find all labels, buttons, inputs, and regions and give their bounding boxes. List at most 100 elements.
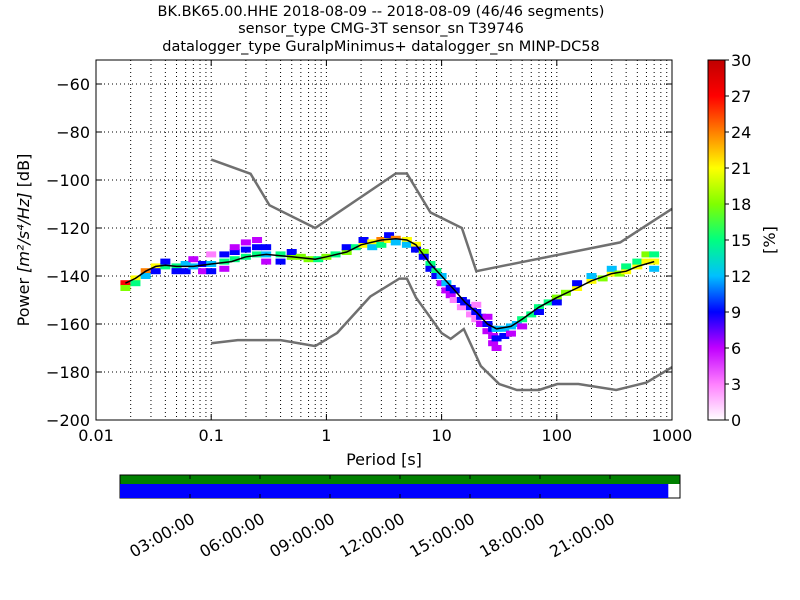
- psd-cell: [341, 244, 352, 251]
- psd-cell: [180, 261, 191, 267]
- psd-cell: [649, 251, 660, 258]
- psd-cell: [376, 241, 387, 248]
- x-axis-ticks: 0.01 0.1 1 10 100 1000: [78, 60, 692, 445]
- new-high-noise-model: [210, 158, 673, 273]
- psd-cell: [261, 258, 272, 265]
- noise-models: [210, 158, 673, 392]
- timeline-tick-label: 09:00:00: [266, 509, 338, 561]
- y-axis-label: Power [m²/s⁴/Hz] [dB]: [14, 154, 33, 327]
- timeline-tick-label: 06:00:00: [196, 509, 268, 561]
- colorbar-tick-label: 24: [731, 123, 751, 142]
- psd-cell: [390, 239, 401, 246]
- colorbar-ticks: 0 3 6 9 12 15 18 21 24 27 30: [725, 51, 751, 430]
- psd-cell: [425, 265, 436, 272]
- psd-cell: [240, 246, 251, 253]
- psd-cell: [466, 311, 477, 318]
- psd-cell: [641, 251, 652, 258]
- psd-cell: [358, 237, 369, 243]
- title-line-1: BK.BK65.00.HHE 2018-08-09 -- 2018-08-09 …: [158, 4, 605, 20]
- psd-cell: [431, 273, 442, 279]
- y-axis-label-suffix: [dB]: [14, 154, 33, 193]
- psd-cell: [471, 301, 482, 308]
- psd-cell: [445, 292, 456, 299]
- colorbar-tick-label: 12: [731, 267, 751, 286]
- new-low-noise-model: [211, 277, 673, 392]
- psd-cell: [295, 253, 306, 260]
- y-tick-label: −100: [46, 171, 90, 190]
- colorbar-tick-label: 21: [731, 159, 751, 178]
- y-tick-label: −60: [56, 75, 90, 94]
- psd-cell: [150, 268, 161, 275]
- psd-cell: [367, 244, 378, 251]
- psd-cell: [219, 251, 230, 258]
- colorbar-label: [%]: [760, 226, 779, 254]
- x-tick-label: 0.01: [78, 426, 114, 445]
- psd-cell: [606, 265, 617, 272]
- psd-cell: [206, 268, 217, 275]
- psd-cell: [526, 311, 537, 318]
- psd-cell: [491, 345, 502, 351]
- psd-cell: [219, 258, 230, 265]
- psd-cell: [252, 244, 263, 251]
- timeline-tick-label: 12:00:00: [336, 509, 408, 561]
- psd-cell: [488, 340, 499, 347]
- psd-cell: [411, 246, 422, 253]
- psd-cell: [401, 241, 412, 248]
- psd-cell: [597, 275, 608, 282]
- colorbar-gradient: [707, 59, 726, 421]
- psd-cell: [384, 232, 395, 239]
- timeline-gaps-bar: [120, 475, 680, 484]
- psd-cell: [229, 249, 240, 255]
- psd-cell: [275, 258, 286, 265]
- colorbar-tick-label: 3: [731, 375, 741, 394]
- psd-cell: [441, 280, 452, 287]
- psd-cell: [219, 265, 230, 272]
- psd-cell: [252, 237, 263, 243]
- psd-cell: [491, 335, 502, 342]
- timeline-tick-label: 18:00:00: [476, 509, 548, 561]
- psd-cell: [286, 249, 297, 255]
- colorbar-tick-label: 18: [731, 195, 751, 214]
- y-axis-ticks: −60 −80 −100 −120 −140 −160 −180 −200: [46, 75, 672, 430]
- x-tick-label: 0.1: [198, 426, 223, 445]
- y-tick-label: −80: [56, 123, 90, 142]
- psd-cell: [198, 268, 209, 275]
- psd-cell: [206, 251, 217, 258]
- psd-cell: [614, 270, 625, 277]
- psd-cell: [551, 299, 562, 306]
- psd-cell: [229, 256, 240, 263]
- y-axis-label-units: [m²/s⁴/Hz]: [14, 192, 33, 272]
- psd-cell: [188, 256, 199, 263]
- chart-title: BK.BK65.00.HHE 2018-08-09 -- 2018-08-09 …: [158, 4, 605, 55]
- psd-cell: [261, 244, 272, 251]
- psd-cell: [140, 273, 151, 279]
- colorbar-tick-label: 27: [731, 87, 751, 106]
- data-coverage-timeline: 03:00:0006:00:0009:00:0012:00:0015:00:00…: [119, 474, 681, 561]
- psd-cell: [505, 330, 516, 337]
- psd-cell: [160, 263, 171, 270]
- psd-cell: [130, 280, 141, 287]
- colorbar-tick-label: 0: [731, 411, 741, 430]
- psd-cell: [621, 263, 632, 270]
- y-tick-label: −160: [46, 315, 90, 334]
- timeline-tick-label: 15:00:00: [406, 509, 478, 561]
- y-tick-label: −200: [46, 411, 90, 430]
- mode-curve: [125, 238, 655, 330]
- psd-cell: [229, 244, 240, 251]
- psd-cell: [649, 265, 660, 272]
- psd-cell: [418, 249, 429, 255]
- psd-cell: [252, 251, 263, 258]
- x-tick-label: 10: [431, 426, 451, 445]
- psd-cell: [275, 251, 286, 258]
- colorbar-tick-label: 9: [731, 303, 741, 322]
- mode-line: [125, 238, 655, 330]
- y-tick-label: −120: [46, 219, 90, 238]
- colorbar-tick-label: 6: [731, 339, 741, 358]
- x-tick-label: 100: [542, 426, 573, 445]
- x-axis-label: Period [s]: [346, 450, 422, 469]
- psd-cell: [632, 258, 643, 265]
- psd-cell: [160, 258, 171, 265]
- psd-cell: [120, 285, 131, 291]
- plot-frame: [95, 59, 673, 421]
